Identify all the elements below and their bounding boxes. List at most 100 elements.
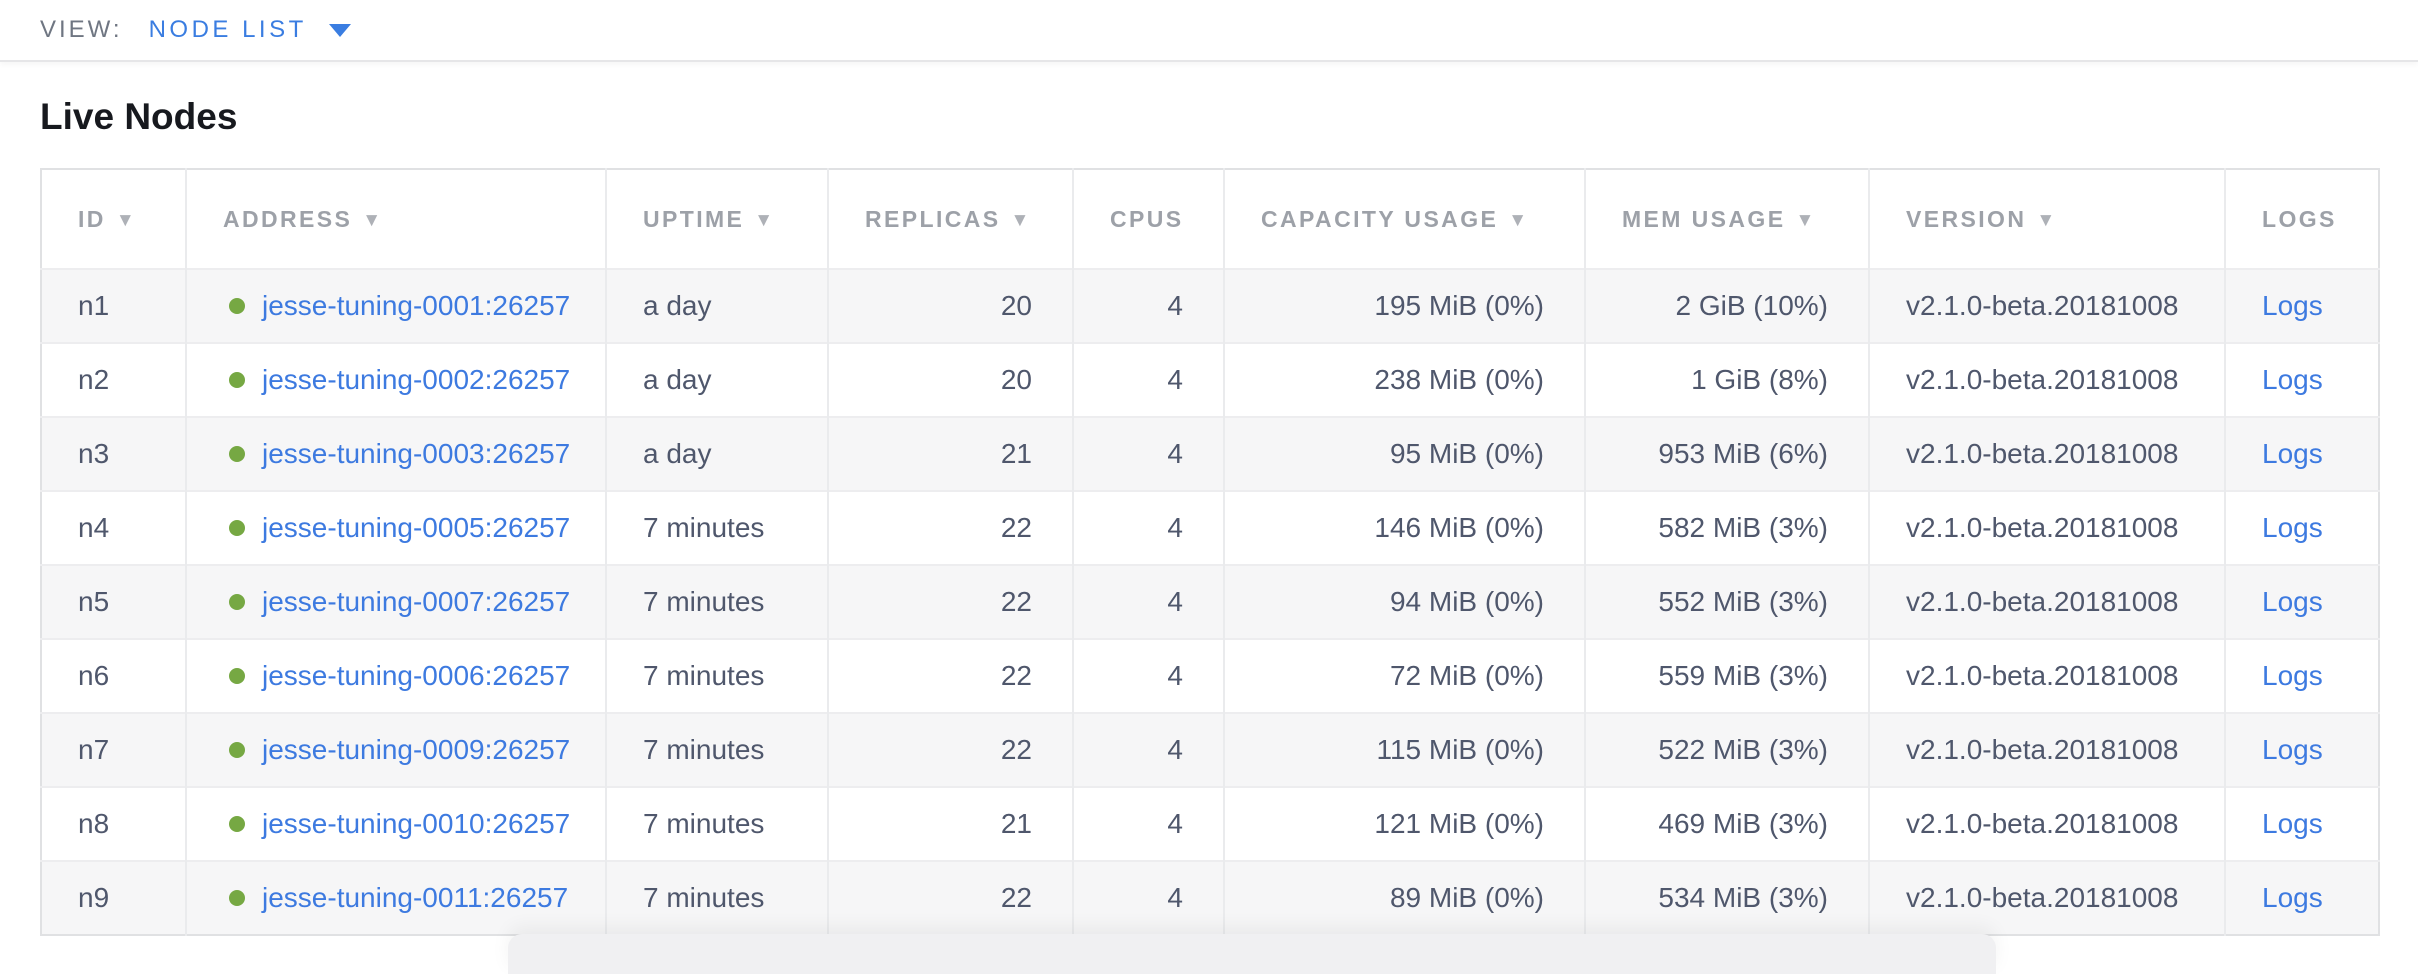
node-replicas-cell: 22: [827, 861, 1073, 935]
node-capacity-usage-cell: 72 MiB (0%): [1223, 639, 1585, 713]
node-address-link[interactable]: jesse-tuning-0007:26257: [262, 586, 571, 617]
node-address-cell: jesse-tuning-0003:26257: [185, 417, 606, 491]
table-row: n5 jesse-tuning-0007:26257 7 minutes 22 …: [41, 565, 2379, 639]
node-address-link[interactable]: jesse-tuning-0010:26257: [262, 808, 571, 839]
logs-link[interactable]: Logs: [2262, 290, 2323, 321]
node-address-link[interactable]: jesse-tuning-0011:26257: [262, 882, 569, 913]
node-uptime-cell: 7 minutes: [605, 491, 828, 565]
sort-arrow-icon: ▼: [115, 209, 138, 231]
node-mem-usage-cell: 552 MiB (3%): [1584, 565, 1869, 639]
node-cpus-cell: 4: [1072, 491, 1224, 565]
node-id-cell: n7: [78, 734, 110, 765]
sort-arrow-icon: ▼: [1508, 209, 1530, 231]
node-cpus-cell: 4: [1072, 565, 1224, 639]
logs-link[interactable]: Logs: [2262, 586, 2323, 617]
logs-link[interactable]: Logs: [2262, 438, 2323, 469]
node-address-link[interactable]: jesse-tuning-0002:26257: [262, 364, 571, 395]
sort-arrow-icon: ▼: [754, 209, 776, 231]
table-row: n1 jesse-tuning-0001:26257 a day 20 4 19…: [41, 269, 2379, 343]
node-live-status-icon: [229, 446, 245, 462]
page-title: Live Nodes: [40, 96, 238, 137]
column-header-mem-usage[interactable]: MEM USAGE ▼: [1584, 169, 1869, 269]
node-capacity-usage-cell: 238 MiB (0%): [1223, 343, 1585, 417]
node-address-cell: jesse-tuning-0010:26257: [185, 787, 606, 861]
node-address-cell: jesse-tuning-0001:26257: [185, 269, 606, 343]
node-uptime-cell: a day: [605, 343, 828, 417]
node-address-link[interactable]: jesse-tuning-0005:26257: [262, 512, 571, 543]
column-header-uptime[interactable]: UPTIME ▼: [605, 169, 828, 269]
column-header-logs: LOGS: [2224, 169, 2379, 269]
column-header-id[interactable]: ID ▼: [41, 169, 186, 269]
node-address-cell: jesse-tuning-0011:26257: [185, 861, 606, 935]
node-live-status-icon: [229, 594, 245, 610]
column-header-capacity-usage[interactable]: CAPACITY USAGE ▼: [1223, 169, 1585, 269]
sort-arrow-icon: ▼: [1795, 209, 1817, 231]
logs-link[interactable]: Logs: [2262, 808, 2323, 839]
node-live-status-icon: [229, 890, 245, 906]
table-row: n4 jesse-tuning-0005:26257 7 minutes 22 …: [41, 491, 2379, 565]
sort-arrow-icon: ▼: [1010, 209, 1032, 231]
node-address-link[interactable]: jesse-tuning-0009:26257: [262, 734, 571, 765]
node-cpus-cell: 4: [1072, 269, 1224, 343]
node-address-cell: jesse-tuning-0007:26257: [185, 565, 606, 639]
node-uptime-cell: 7 minutes: [605, 565, 828, 639]
node-mem-usage-cell: 559 MiB (3%): [1584, 639, 1869, 713]
node-live-status-icon: [229, 742, 245, 758]
node-uptime-cell: 7 minutes: [605, 861, 828, 935]
node-address-cell: jesse-tuning-0006:26257: [185, 639, 606, 713]
node-live-status-icon: [229, 816, 245, 832]
node-replicas-cell: 21: [827, 417, 1073, 491]
view-dropdown[interactable]: NODE LIST: [149, 16, 351, 44]
logs-link[interactable]: Logs: [2262, 512, 2323, 543]
logs-link[interactable]: Logs: [2262, 882, 2323, 913]
node-id-cell: n2: [78, 364, 110, 395]
node-replicas-cell: 20: [827, 269, 1073, 343]
node-capacity-usage-cell: 195 MiB (0%): [1223, 269, 1585, 343]
node-address-link[interactable]: jesse-tuning-0006:26257: [262, 660, 571, 691]
live-nodes-table: ID ▼ ADDRESS ▼ UPTIME ▼ REPLICAS ▼ CPUS CAPA…: [40, 168, 2380, 936]
node-capacity-usage-cell: 146 MiB (0%): [1223, 491, 1585, 565]
node-id-cell: n4: [78, 512, 110, 543]
node-replicas-cell: 20: [827, 343, 1073, 417]
node-logs-cell: Logs: [2224, 713, 2379, 787]
node-uptime-cell: 7 minutes: [605, 787, 828, 861]
node-logs-cell: Logs: [2224, 639, 2379, 713]
node-logs-cell: Logs: [2224, 861, 2379, 935]
table-row: n6 jesse-tuning-0006:26257 7 minutes 22 …: [41, 639, 2379, 713]
node-mem-usage-cell: 1 GiB (8%): [1584, 343, 1869, 417]
logs-link[interactable]: Logs: [2262, 734, 2323, 765]
node-mem-usage-cell: 534 MiB (3%): [1584, 861, 1869, 935]
node-live-status-icon: [229, 668, 245, 684]
node-logs-cell: Logs: [2224, 343, 2379, 417]
node-id-cell: n9: [78, 882, 110, 913]
logs-link[interactable]: Logs: [2262, 660, 2323, 691]
node-replicas-cell: 22: [827, 639, 1073, 713]
column-header-address[interactable]: ADDRESS ▼: [185, 169, 606, 269]
node-cpus-cell: 4: [1072, 861, 1224, 935]
node-logs-cell: Logs: [2224, 491, 2379, 565]
node-replicas-cell: 22: [827, 565, 1073, 639]
node-capacity-usage-cell: 121 MiB (0%): [1223, 787, 1585, 861]
node-id-cell: n5: [78, 586, 110, 617]
column-header-version[interactable]: VERSION ▼: [1868, 169, 2225, 269]
node-address-link[interactable]: jesse-tuning-0001:26257: [262, 290, 571, 321]
node-address-link[interactable]: jesse-tuning-0003:26257: [262, 438, 571, 469]
node-id-cell: n8: [78, 808, 110, 839]
node-mem-usage-cell: 953 MiB (6%): [1584, 417, 1869, 491]
node-logs-cell: Logs: [2224, 417, 2379, 491]
node-mem-usage-cell: 582 MiB (3%): [1584, 491, 1869, 565]
logs-link[interactable]: Logs: [2262, 364, 2323, 395]
node-live-status-icon: [229, 520, 245, 536]
node-address-cell: jesse-tuning-0005:26257: [185, 491, 606, 565]
node-replicas-cell: 22: [827, 491, 1073, 565]
table-row: n7 jesse-tuning-0009:26257 7 minutes 22 …: [41, 713, 2379, 787]
node-live-status-icon: [229, 372, 245, 388]
node-capacity-usage-cell: 115 MiB (0%): [1223, 713, 1585, 787]
node-uptime-cell: a day: [605, 417, 828, 491]
column-header-replicas[interactable]: REPLICAS ▼: [827, 169, 1073, 269]
sort-arrow-icon: ▼: [2036, 209, 2058, 231]
node-id-cell: n1: [78, 290, 110, 321]
table-row: n2 jesse-tuning-0002:26257 a day 20 4 23…: [41, 343, 2379, 417]
live-nodes-table-container: ID ▼ ADDRESS ▼ UPTIME ▼ REPLICAS ▼ CPUS CAPA…: [40, 168, 2418, 936]
node-replicas-cell: 21: [827, 787, 1073, 861]
